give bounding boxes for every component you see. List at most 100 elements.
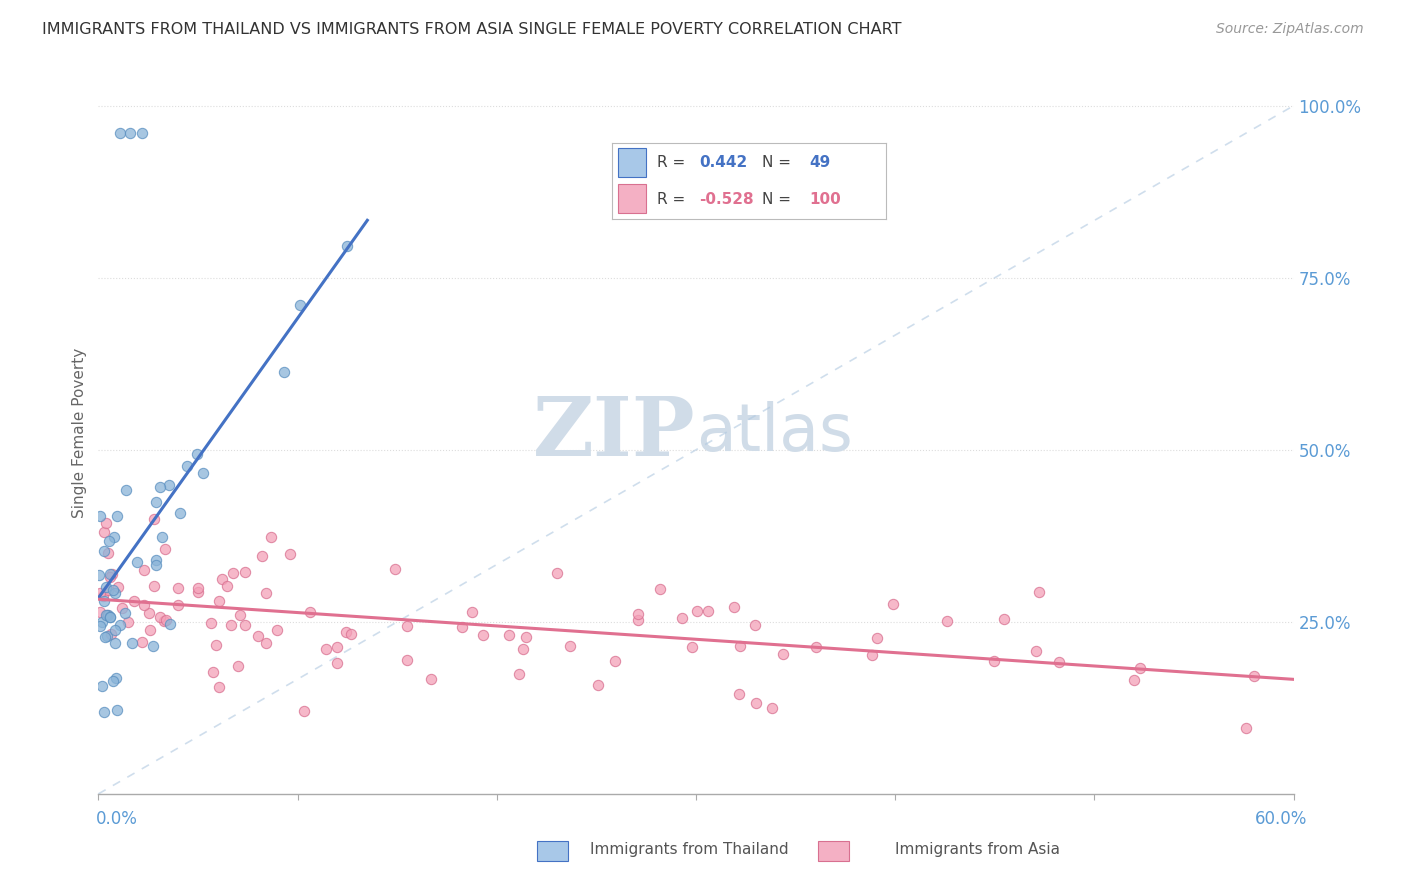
Text: -0.528: -0.528 [699,192,754,207]
Point [723,600,745,615]
Point [219,618,242,632]
Point [142,512,165,526]
Point [103,529,125,543]
Point [110,126,132,140]
Point [167,581,190,595]
Text: R =: R = [657,192,690,207]
Point [131,635,153,649]
Point [89,508,111,523]
Point [111,601,134,615]
Point [335,625,357,640]
Point [149,480,172,494]
Point [772,647,794,661]
Point [252,549,274,564]
Point [91,615,114,629]
Point [217,578,239,592]
Point [298,605,321,619]
Point [142,639,165,653]
Point [278,547,301,561]
Point [114,483,136,498]
Point [127,555,149,569]
Text: IMMIGRANTS FROM THAILAND VS IMMIGRANTS FROM ASIA SINGLE FEMALE POVERTY CORRELATI: IMMIGRANTS FROM THAILAND VS IMMIGRANTS F… [42,22,901,37]
Point [145,558,167,572]
Point [627,613,650,627]
Point [153,542,176,557]
Point [862,648,884,663]
Point [97,583,120,598]
Point [91,589,114,603]
Point [336,239,359,253]
Point [648,582,671,596]
Point [993,612,1015,626]
Point [149,610,172,624]
Point [396,619,419,633]
Point [761,701,783,715]
Point [89,586,111,600]
Point [98,566,122,581]
Point [131,126,153,140]
Point [226,658,249,673]
Point [246,629,269,643]
Point [93,630,115,644]
Text: R =: R = [657,155,690,170]
Point [103,623,125,637]
Point [159,616,181,631]
Point [200,615,222,630]
Point [273,365,295,379]
Point [93,705,115,719]
Text: 0.442: 0.442 [699,155,748,170]
Point [546,566,568,580]
Point [187,584,209,599]
Point [207,681,229,695]
Point [745,696,768,710]
Text: Immigrants from Thailand: Immigrants from Thailand [589,842,789,856]
Point [101,566,124,581]
Point [101,582,124,597]
Point [254,636,277,650]
Point [671,611,693,625]
Text: Immigrants from Asia: Immigrants from Asia [894,842,1060,856]
Text: N =: N = [762,155,796,170]
FancyBboxPatch shape [619,185,645,213]
Point [515,630,537,644]
Point [153,614,176,628]
Point [176,459,198,474]
Point [266,624,288,638]
Point [186,447,208,461]
Point [866,632,889,646]
Text: atlas: atlas [696,401,852,465]
Point [97,607,120,622]
Point [89,619,111,633]
Point [208,593,231,607]
Point [235,565,257,579]
Point [1129,660,1152,674]
Point [155,613,177,627]
Point [100,626,122,640]
Point [89,568,111,582]
Point [93,525,115,540]
Point [105,703,128,717]
Point [107,581,129,595]
Point [471,628,494,642]
Point [686,604,709,618]
FancyBboxPatch shape [619,148,645,177]
Point [1234,721,1257,735]
Text: 100: 100 [808,192,841,207]
Point [117,615,139,629]
Point [806,640,828,654]
Point [221,566,243,581]
Point [121,636,143,650]
Point [96,581,118,595]
Point [107,509,129,524]
Point [114,607,136,621]
Point [696,604,718,618]
Point [420,672,443,686]
Point [260,530,283,544]
Point [94,607,117,622]
Point [96,629,118,643]
Point [193,466,215,480]
Point [235,618,257,632]
Point [983,654,1005,668]
Point [461,605,484,619]
Point [339,627,361,641]
